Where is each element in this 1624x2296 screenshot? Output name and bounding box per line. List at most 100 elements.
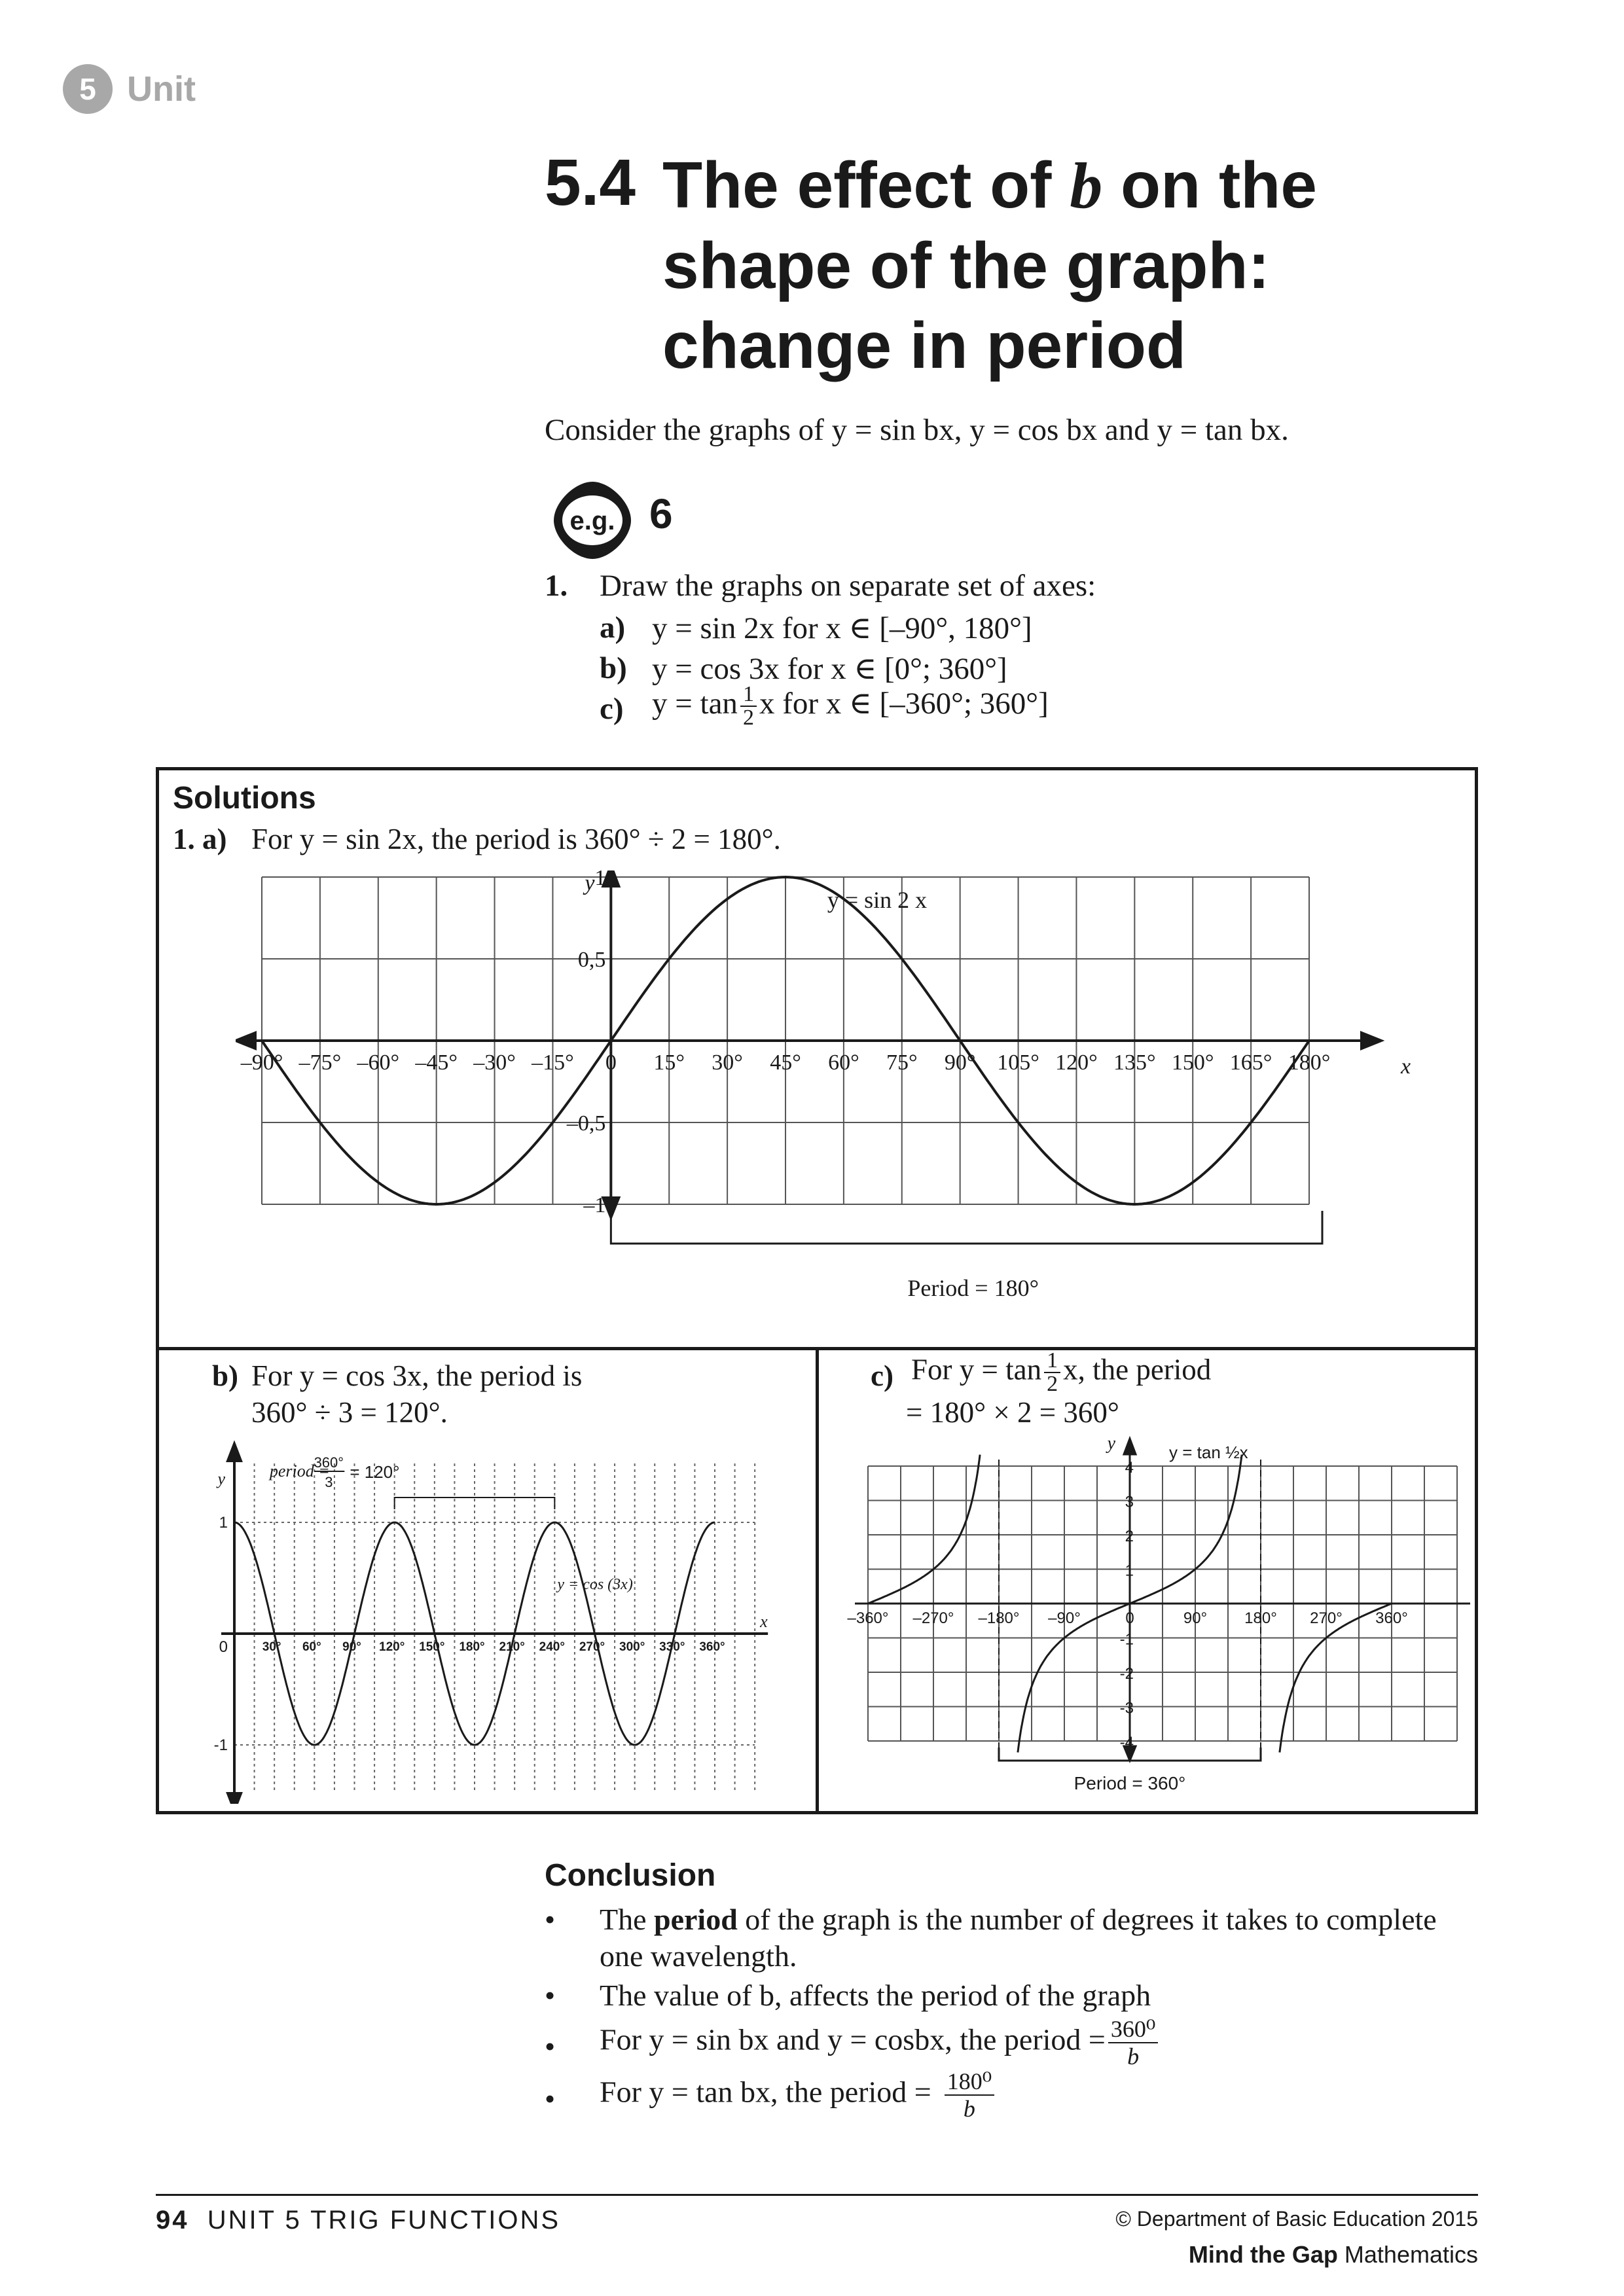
task-c-text: y = tan 1 2 x for x ∈ [–360°; 360°] — [652, 682, 1049, 730]
graph-b-period-denominator: 3 — [325, 1474, 333, 1490]
graph-c-x-tick-label: 0 — [1125, 1609, 1134, 1627]
graph-b-x-tick-label: 150° — [419, 1640, 444, 1654]
graph-c-y-arrow — [1122, 1435, 1138, 1456]
graph-b-x-tick-label: 270° — [579, 1640, 605, 1654]
graph-a-x-tick-label: 150° — [1172, 1050, 1214, 1075]
graph-a-x-tick-label: –60° — [356, 1050, 399, 1075]
graph-a-y-tick-label: 0,5 — [578, 948, 606, 972]
graph-a-x-tick-label: 15° — [653, 1050, 685, 1075]
graph-b-period-word: period = — [268, 1462, 330, 1480]
example-icon: e.g. — [554, 482, 631, 559]
graph-a-y-arrow — [601, 870, 621, 888]
graph-a-x-tick-label: –45° — [414, 1050, 458, 1075]
question-number: 1. — [545, 569, 568, 603]
solution-a-text: For y = sin 2x, the period is 360° ÷ 2 =… — [251, 823, 781, 855]
graph-b-x-tick-label: 90° — [342, 1640, 361, 1654]
graph-c-y-tick-label: 3 — [1125, 1494, 1134, 1511]
graph-c-x-tick-label: –360° — [848, 1609, 889, 1627]
graph-a-x-tick-label: –75° — [298, 1050, 342, 1075]
graph-b-x-tick-label: 120° — [379, 1640, 405, 1654]
graph-a-sine: –90° –75° –60° –45° –30° –15° 0 15° 30° 45° 60° 75°… — [236, 870, 1411, 1301]
section-title: The effect of b on the shape of the grap… — [662, 149, 1317, 382]
graph-b-y-axis-label: y — [215, 1469, 225, 1488]
graph-a-x-tick-label: 90° — [945, 1050, 976, 1075]
graph-c-y-tick-label: -2 — [1120, 1665, 1134, 1683]
graph-c-x-tick-label: 90° — [1183, 1609, 1207, 1627]
graph-a-period-bracket — [609, 1211, 1324, 1245]
graph-b-x-tick-label: 360° — [699, 1640, 725, 1654]
graph-b-y-tick-label: 1 — [219, 1514, 228, 1532]
graph-a-x-tick-label: 135° — [1113, 1050, 1156, 1075]
graph-b-y-arrow — [226, 1440, 243, 1462]
graph-b-x-tick-label: 240° — [539, 1640, 565, 1654]
graph-b-period-bracket — [393, 1497, 556, 1509]
footer-copyright: © Department of Basic Education 2015 — [1115, 2207, 1478, 2231]
graph-a-period-label: Period = 180° — [907, 1275, 1039, 1301]
solution-c-line1: For y = tan 1 2 x, the period — [911, 1348, 1212, 1396]
graph-c-x-tick-label: 180° — [1244, 1609, 1277, 1627]
conclusion-bullet-1-line2: one wavelength. — [600, 1939, 797, 1973]
conclusion-bullet-3: For y = sin bx and y = cosbx, the period… — [600, 2016, 1161, 2070]
solutions-heading: Solutions — [173, 781, 316, 816]
graph-c-y-tick-label: 1 — [1125, 1562, 1134, 1580]
graph-c-curve-branch — [1017, 1454, 1243, 1753]
graph-a-y-tick-label: 1 — [594, 870, 605, 890]
unit-number-badge: 5 — [63, 64, 113, 114]
graph-b-curve-label: y = cos (3x) — [556, 1576, 632, 1593]
graph-b-origin-label: 0 — [219, 1638, 228, 1656]
graph-c-y-tick-label: -3 — [1120, 1700, 1134, 1717]
graph-a-x-tick-label: 180° — [1288, 1050, 1331, 1075]
bullet-marker: • — [545, 2082, 556, 2115]
graph-a-x-tick-label: 45° — [770, 1050, 801, 1075]
graph-c-y-arrow-down — [1122, 1745, 1138, 1763]
graph-a-x-arrow-left — [236, 1031, 257, 1050]
graph-a-x-axis-label: x — [1400, 1054, 1411, 1079]
graph-c-x-tick-label: –180° — [979, 1609, 1020, 1627]
graph-c-x-tick-label: –90° — [1048, 1609, 1081, 1627]
bullet-marker: • — [545, 2030, 556, 2063]
graph-a-x-tick-label: 120° — [1055, 1050, 1098, 1075]
graph-b-period-numerator: 360° — [314, 1454, 344, 1471]
graph-c-y-tick-label: -1 — [1120, 1631, 1134, 1649]
graph-c-curve-label: y = tan ½x — [1169, 1443, 1248, 1462]
graph-a-curve — [261, 875, 1310, 1206]
graph-a-x-tick-label: –15° — [531, 1050, 574, 1075]
graph-c-period-bracket — [998, 1748, 1262, 1762]
section-number: 5.4 — [545, 146, 636, 219]
graph-a-x-tick-label: –90° — [240, 1050, 283, 1075]
graph-a-y-tick-label: –0,5 — [566, 1111, 606, 1136]
graph-a-x-tick-label: 30° — [712, 1050, 743, 1075]
footer-brand: Mind the Gap Mathematics — [1188, 2241, 1478, 2268]
solution-b-label: b) — [212, 1359, 239, 1392]
graph-b-period-value: = 120° — [350, 1462, 399, 1482]
solution-b-line1: For y = cos 3x, the period is — [251, 1359, 583, 1392]
graph-a-y-arrow-down — [601, 1196, 621, 1221]
task-b-label: b) — [600, 651, 627, 685]
graph-a-x-tick-label: 0 — [605, 1050, 617, 1075]
graph-a-x-tick-label: –30° — [473, 1050, 516, 1075]
footer-rule — [156, 2194, 1478, 2196]
graph-b-curve — [234, 1521, 715, 1746]
graph-b-cosine: y x 1 -1 0 30° 60° 90° 120° 150° 180° 210° 240° 270° 3… — [214, 1440, 768, 1804]
intro-text: Consider the graphs of y = sin bx, y = c… — [545, 413, 1289, 447]
solution-c-label: c) — [871, 1359, 893, 1392]
graph-a-y-axis-label: y — [583, 871, 595, 895]
graph-a-x-tick-label: 105° — [997, 1050, 1039, 1075]
graph-b-x-tick-label: 330° — [659, 1640, 685, 1654]
example-icon-label: e.g. — [570, 507, 615, 535]
bullet-marker: • — [545, 1903, 556, 1936]
graph-a-x-tick-label: 165° — [1230, 1050, 1272, 1075]
solution-b-line2: 360° ÷ 3 = 120°. — [251, 1396, 448, 1429]
graph-a-x-tick-label: 60° — [828, 1050, 859, 1075]
graph-b-x-tick-label: 60° — [302, 1640, 321, 1654]
solutions-divider-vertical — [816, 1347, 819, 1814]
unit-label: Unit — [127, 69, 196, 109]
example-number: 6 — [649, 490, 673, 537]
task-c-label: c) — [600, 692, 624, 726]
unit-tag: 5 Unit — [63, 64, 196, 114]
graph-a-curve-label: y = sin 2 x — [827, 887, 927, 913]
graph-a-y-tick-label: –1 — [583, 1193, 605, 1217]
solution-a-label: 1. a) — [173, 823, 227, 855]
graph-b-x-tick-label: 180° — [459, 1640, 484, 1654]
task-b-text: y = cos 3x for x ∈ [0°; 360°] — [652, 652, 1007, 686]
